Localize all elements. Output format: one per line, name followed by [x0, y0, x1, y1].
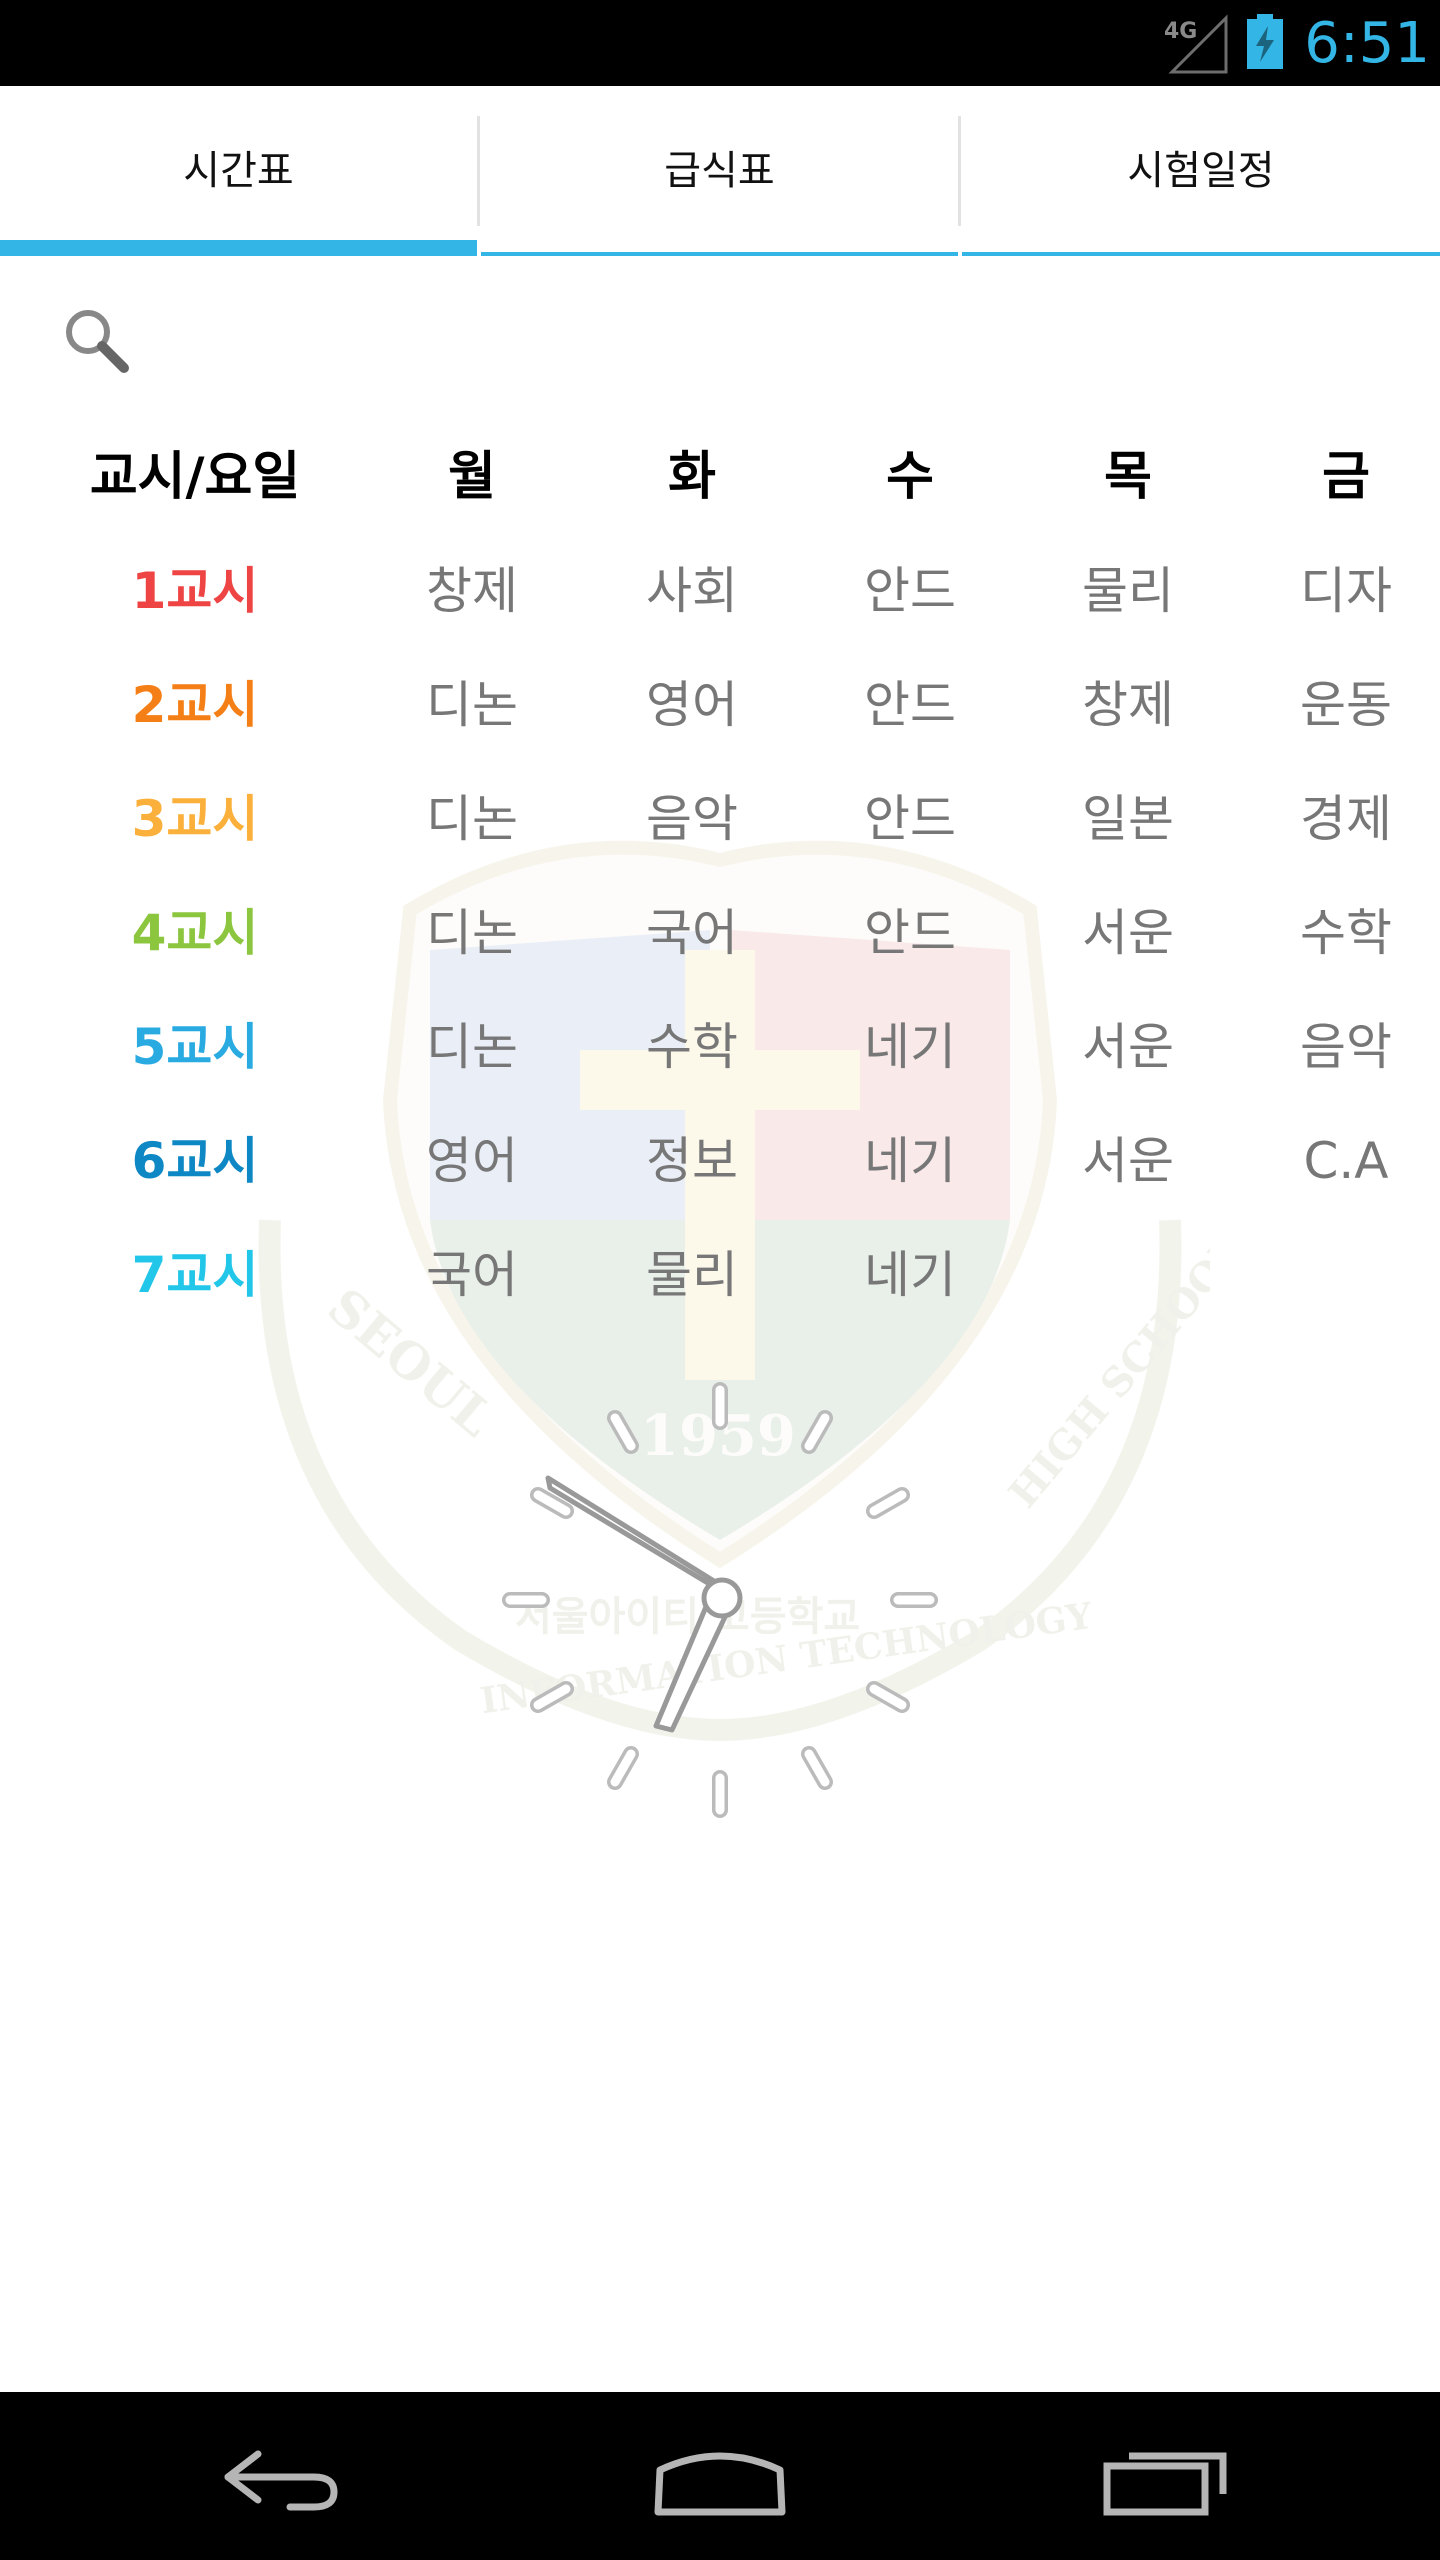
signal-icon: 4G — [1164, 14, 1228, 74]
tab-divider — [958, 116, 961, 226]
status-bar: 4G 6:51 — [0, 0, 1440, 86]
subject-cell: 정보 — [646, 1132, 738, 1190]
header-period-day: 교시/요일 — [89, 447, 301, 507]
subject-cell: 네기 — [864, 1246, 956, 1304]
subject-cell: 디논 — [426, 676, 518, 734]
clock-minute-hand — [545, 1475, 739, 1603]
subject-cell: 영어 — [646, 676, 738, 734]
subject-cell: 네기 — [864, 1132, 956, 1190]
subject-cell: 음악 — [646, 790, 738, 848]
subject-cell: 안드 — [864, 562, 956, 620]
subject-cell: 물리 — [646, 1246, 738, 1304]
period-label-4: 4교시 — [131, 904, 259, 962]
clock-tick-marks — [502, 1382, 938, 1818]
clock-hour-hand — [653, 1599, 735, 1733]
tab-timetable-label: 시간표 — [183, 148, 294, 194]
timetable-row-period-1: 1교시 창제 사회 안드 물리 디자 — [0, 534, 1440, 648]
subject-cell: 사회 — [646, 562, 738, 620]
subject-cell: 영어 — [426, 1132, 518, 1190]
tab-exam-schedule-label: 시험일정 — [1127, 148, 1275, 194]
period-label-5: 5교시 — [131, 1018, 259, 1076]
subject-cell: 디자 — [1300, 562, 1392, 620]
subject-cell: C.A — [1303, 1132, 1389, 1190]
subject-cell: 안드 — [864, 790, 956, 848]
battery-charging-icon — [1247, 14, 1283, 69]
header-mon: 월 — [448, 447, 496, 507]
subject-cell: 수학 — [1300, 904, 1392, 962]
crest-arc-korean: 서울아이티 고등학교 — [515, 1594, 860, 1640]
subject-cell: 서운 — [1082, 1132, 1174, 1190]
subject-cell: 국어 — [426, 1246, 518, 1304]
school-crest-watermark: 1959 SEOUL HIGH SCHOOL INFORMATION TECHN… — [258, 840, 1210, 1742]
subject-cell: 네기 — [864, 1018, 956, 1076]
period-label-1: 1교시 — [131, 562, 259, 620]
subject-cell: 경제 — [1300, 790, 1392, 848]
timetable-row-period-4: 4교시 디논 국어 안드 서운 수학 — [0, 876, 1440, 990]
subject-cell: 운동 — [1300, 676, 1392, 734]
header-wed: 수 — [886, 447, 934, 507]
subject-cell: 일본 — [1082, 790, 1174, 848]
subject-cell — [1028, 1218, 1228, 1332]
clock-time: 6:51 — [1304, 11, 1430, 76]
back-icon[interactable] — [210, 2432, 350, 2522]
subject-cell: 디논 — [426, 904, 518, 962]
subject-cell: 국어 — [646, 904, 738, 962]
search-icon[interactable] — [62, 306, 132, 376]
subject-cell — [1246, 1218, 1440, 1332]
timetable-row-period-7: 7교시 국어 물리 네기 — [0, 1218, 1440, 1332]
clock-center — [701, 1577, 743, 1619]
navigation-bar — [0, 2392, 1440, 2560]
subject-cell: 디논 — [426, 1018, 518, 1076]
period-label-3: 3교시 — [131, 790, 259, 848]
tab-meal-plan-label: 급식표 — [664, 148, 775, 194]
subject-cell: 창제 — [1082, 676, 1174, 734]
header-tue: 화 — [668, 447, 716, 507]
subject-cell: 물리 — [1082, 562, 1174, 620]
subject-cell: 창제 — [426, 562, 518, 620]
tab-timetable[interactable]: 시간표 — [0, 86, 477, 256]
subject-cell: 디논 — [426, 790, 518, 848]
timetable-header-row: 교시/요일 월 화 수 목 금 — [0, 420, 1440, 534]
tab-exam-schedule[interactable]: 시험일정 — [962, 86, 1440, 256]
period-label-7: 7교시 — [131, 1246, 259, 1304]
timetable-row-period-3: 3교시 디논 음악 안드 일본 경제 — [0, 762, 1440, 876]
header-fri: 금 — [1322, 447, 1370, 507]
tab-meal-plan[interactable]: 급식표 — [481, 86, 958, 256]
timetable-row-period-6: 6교시 영어 정보 네기 서운 C.A — [0, 1104, 1440, 1218]
tab-exam-schedule-indicator — [962, 252, 1440, 256]
timetable-row-period-2: 2교시 디논 영어 안드 창제 운동 — [0, 648, 1440, 762]
subject-cell: 안드 — [864, 904, 956, 962]
subject-cell: 서운 — [1082, 904, 1174, 962]
period-label-6: 6교시 — [131, 1132, 259, 1190]
subject-cell: 수학 — [646, 1018, 738, 1076]
network-type-label: 4G — [1164, 19, 1197, 44]
home-icon[interactable] — [650, 2432, 790, 2522]
tab-timetable-indicator — [0, 240, 477, 256]
header-thu: 목 — [1104, 447, 1152, 507]
recents-icon[interactable] — [1095, 2432, 1235, 2522]
subject-cell: 안드 — [864, 676, 956, 734]
tab-divider — [477, 116, 480, 226]
tab-bar: 시간표 급식표 시험일정 — [0, 86, 1440, 256]
tab-meal-plan-indicator — [481, 252, 958, 256]
subject-cell: 음악 — [1300, 1018, 1392, 1076]
analog-clock — [502, 1382, 938, 1818]
timetable-row-period-5: 5교시 디논 수학 네기 서운 음악 — [0, 990, 1440, 1104]
subject-cell: 서운 — [1082, 1018, 1174, 1076]
period-label-2: 2교시 — [131, 676, 259, 734]
